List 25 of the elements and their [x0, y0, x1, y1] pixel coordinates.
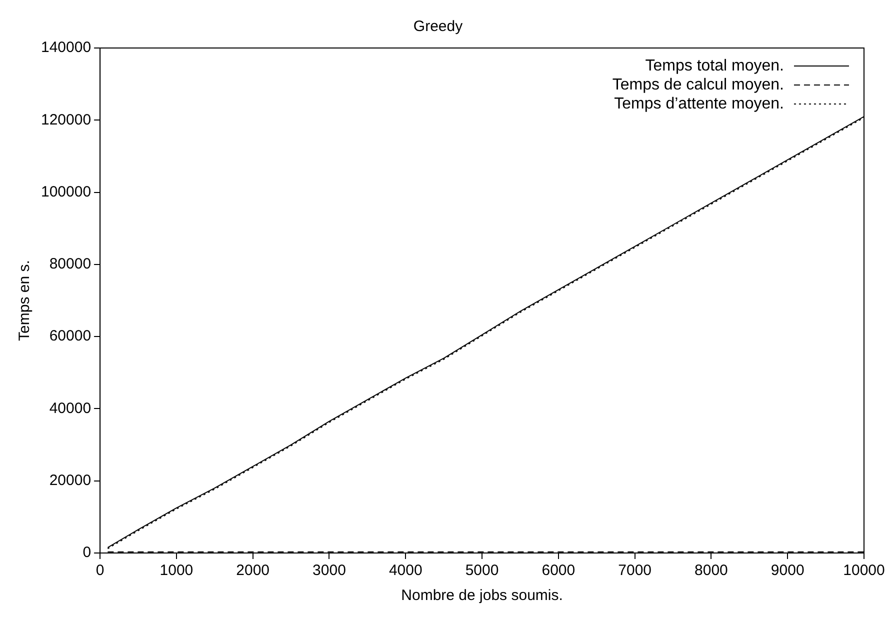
- x-tick-label: 2000: [236, 562, 270, 580]
- x-tick-label: 10000: [843, 562, 885, 580]
- legend-label: Temps total moyen.: [645, 57, 784, 74]
- x-tick-label: 5000: [465, 562, 499, 580]
- x-tick-label: 1000: [160, 562, 194, 580]
- x-tick-label: 7000: [618, 562, 652, 580]
- x-tick-label: 3000: [312, 562, 346, 580]
- y-tick-label: 120000: [40, 111, 92, 128]
- y-tick-label: 0: [82, 544, 92, 562]
- legend-label: Temps d’attente moyen.: [614, 95, 784, 112]
- y-tick-label: 80000: [49, 256, 92, 273]
- y-tick-label: 40000: [49, 400, 92, 417]
- chart-title: Greedy: [413, 18, 464, 36]
- y-tick-label: 20000: [49, 472, 92, 489]
- y-axis-title: Temps en s.: [16, 260, 34, 341]
- x-tick-label: 6000: [542, 562, 576, 580]
- y-tick-label: 60000: [49, 328, 92, 345]
- legend-label: Temps de calcul moyen.: [612, 76, 784, 94]
- x-tick-label: 9000: [770, 562, 804, 580]
- x-axis-title: Nombre de jobs soumis.: [401, 587, 563, 604]
- x-tick-label: 8000: [694, 562, 728, 580]
- x-tick-label: 0: [96, 562, 104, 580]
- y-tick-label: 140000: [40, 39, 92, 56]
- x-tick-label: 4000: [388, 562, 422, 580]
- y-tick-label: 100000: [40, 183, 92, 200]
